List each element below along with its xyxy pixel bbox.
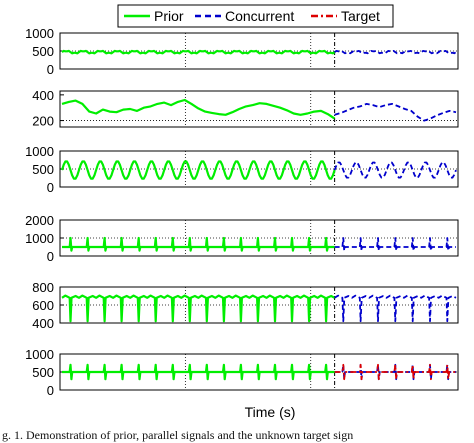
panel-frame	[59, 90, 459, 128]
series-prior-line	[61, 294, 336, 323]
legend-box	[117, 4, 394, 28]
series-prior-line	[62, 236, 335, 252]
panel-4: 0 1000 2000	[25, 213, 459, 264]
series-target-line	[334, 363, 456, 381]
panel-3: 0 500 1000	[25, 144, 459, 195]
y-tick-label: 0	[47, 249, 54, 264]
panel-5: 400 600 800	[32, 280, 459, 331]
legend: Prior Concurrent Target	[117, 4, 394, 28]
panel-1: 0 500 1000	[25, 26, 459, 77]
y-tick-label: 800	[32, 280, 54, 295]
series-concurrent-line	[334, 103, 457, 122]
x-axis-label: Time (s)	[245, 404, 296, 420]
series-concurrent-line	[333, 161, 457, 179]
y-tick-label: 400	[32, 88, 54, 103]
y-tick-label: 2000	[25, 213, 54, 228]
series-concurrent-line	[334, 50, 457, 55]
legend-label-concurrent: Concurrent	[225, 8, 294, 24]
panels: 0 500 1000 200 400 0 500 1000 0 1000 2000 400 600 800…	[25, 26, 459, 398]
y-tick-label: 1000	[25, 26, 54, 41]
y-tick-label: 400	[32, 316, 54, 331]
y-tick-label: 1000	[25, 231, 54, 246]
legend-label-prior: Prior	[154, 8, 184, 24]
y-tick-label: 1000	[25, 347, 54, 362]
series-prior-line	[62, 363, 335, 381]
y-tick-label: 600	[32, 298, 54, 313]
figure-caption: g. 1. Demonstration of prior, parallel s…	[2, 428, 354, 442]
series-prior-line	[61, 98, 336, 120]
series-concurrent-line	[334, 294, 457, 323]
series-concurrent-line	[334, 237, 456, 252]
panel-2: 200 400	[32, 88, 459, 129]
y-tick-label: 0	[47, 62, 54, 77]
y-tick-label: 0	[47, 180, 54, 195]
y-tick-label: 1000	[25, 144, 54, 159]
series-prior-line	[60, 160, 336, 180]
y-tick-label: 500	[32, 365, 54, 380]
y-tick-label: 200	[32, 114, 54, 129]
y-tick-label: 500	[32, 44, 54, 59]
legend-label-target: Target	[341, 8, 380, 24]
panel-6: 0 500 1000	[25, 347, 459, 398]
y-tick-label: 0	[47, 383, 54, 398]
series-prior-line	[61, 49, 336, 55]
y-tick-label: 500	[32, 162, 54, 177]
